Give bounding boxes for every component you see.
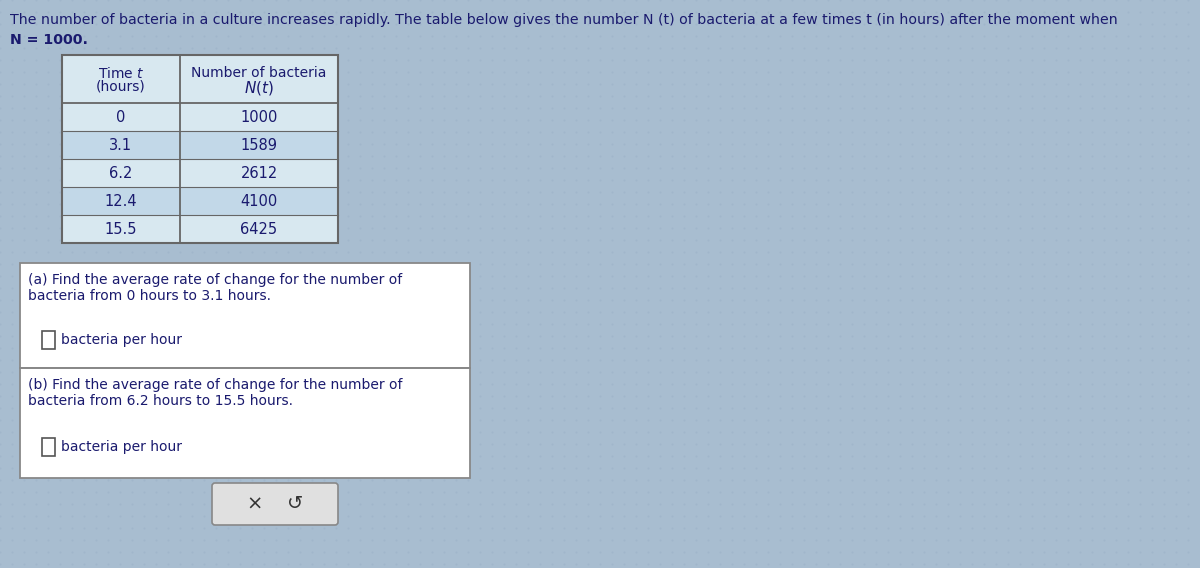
Text: ↺: ↺ (287, 495, 304, 513)
Text: 0: 0 (116, 110, 126, 124)
Text: (b) Find the average rate of change for the number of: (b) Find the average rate of change for … (28, 378, 402, 392)
Text: 15.5: 15.5 (104, 222, 137, 236)
Text: The number of bacteria in a culture increases rapidly. The table below gives the: The number of bacteria in a culture incr… (10, 13, 1117, 27)
Text: 6425: 6425 (240, 222, 277, 236)
Text: 12.4: 12.4 (104, 194, 137, 208)
Text: 2612: 2612 (240, 165, 277, 181)
Bar (62, 131, 338, 159)
Bar (20, 263, 470, 368)
Bar (42, 438, 55, 456)
Bar (62, 55, 338, 103)
Bar (62, 103, 338, 131)
Text: bacteria from 6.2 hours to 15.5 hours.: bacteria from 6.2 hours to 15.5 hours. (28, 394, 293, 408)
Text: Number of bacteria: Number of bacteria (191, 66, 326, 80)
Bar (42, 331, 55, 349)
Text: $N(t)$: $N(t)$ (244, 79, 274, 97)
FancyBboxPatch shape (212, 483, 338, 525)
Text: 1589: 1589 (240, 137, 277, 152)
Text: ×: × (246, 495, 263, 513)
Text: N = 1000.: N = 1000. (10, 33, 88, 47)
Text: (hours): (hours) (96, 80, 146, 94)
Bar (62, 215, 338, 243)
Text: 3.1: 3.1 (109, 137, 132, 152)
Text: 1000: 1000 (240, 110, 277, 124)
Bar (62, 55, 338, 243)
Text: 6.2: 6.2 (109, 165, 133, 181)
Bar (20, 368, 470, 478)
Text: bacteria per hour: bacteria per hour (61, 333, 182, 347)
Text: bacteria per hour: bacteria per hour (61, 440, 182, 454)
Text: (a) Find the average rate of change for the number of: (a) Find the average rate of change for … (28, 273, 402, 287)
Text: bacteria from 0 hours to 3.1 hours.: bacteria from 0 hours to 3.1 hours. (28, 289, 271, 303)
Bar (62, 187, 338, 215)
Text: 4100: 4100 (240, 194, 277, 208)
Bar (62, 159, 338, 187)
Text: Time $t$: Time $t$ (97, 66, 144, 81)
